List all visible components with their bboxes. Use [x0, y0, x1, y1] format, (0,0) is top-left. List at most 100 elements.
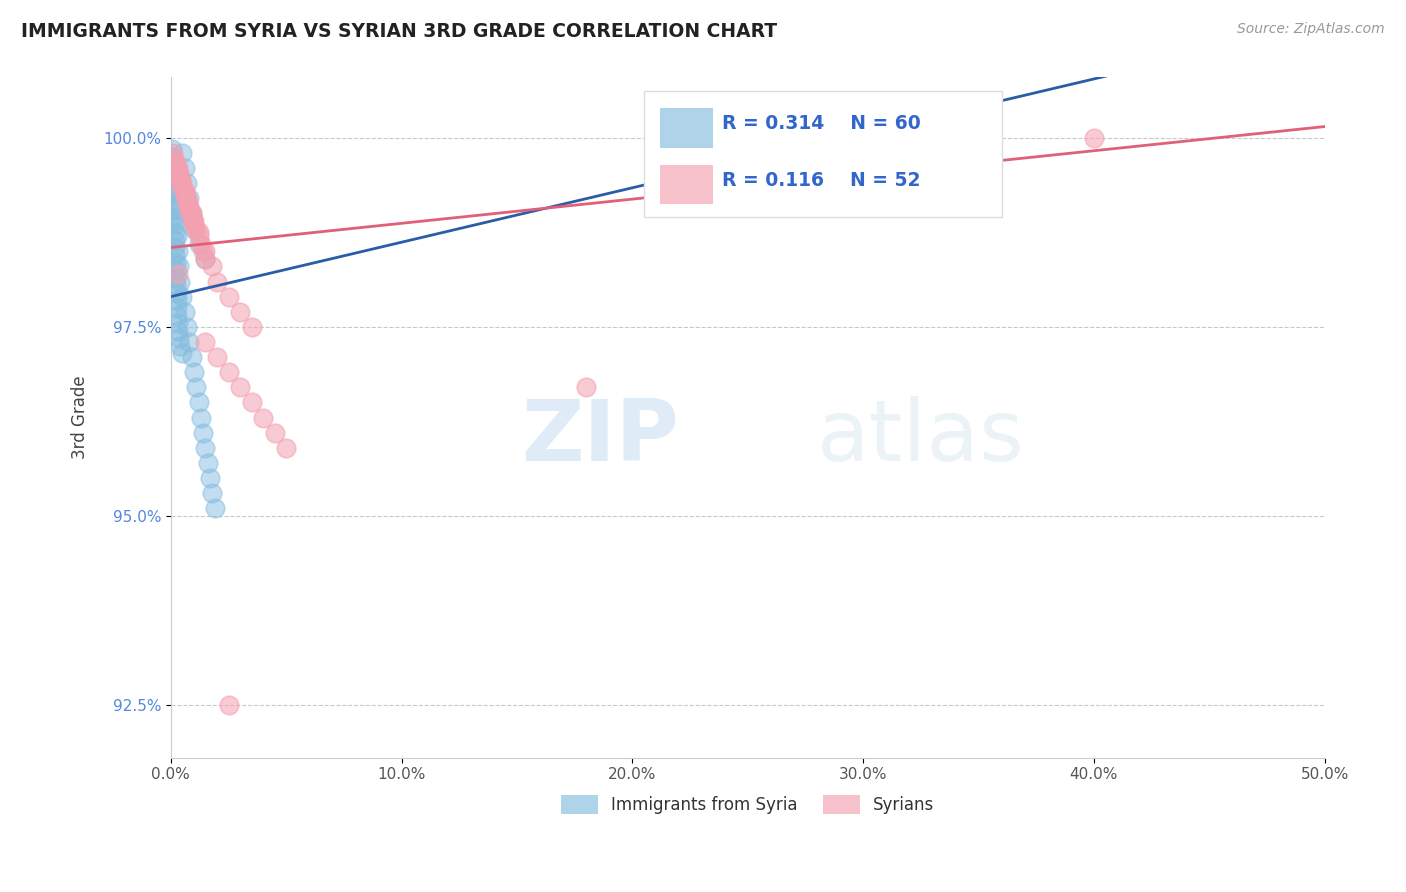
Point: [173, 187, 195, 202]
Point: [165, 214, 187, 228]
Point: [252, 410, 274, 425]
Point: [167, 260, 190, 274]
Point: [165, 270, 187, 285]
Point: [204, 501, 226, 516]
Point: [186, 380, 208, 394]
Point: [163, 211, 186, 225]
Point: [187, 226, 209, 240]
Point: [179, 334, 201, 349]
Point: [163, 199, 186, 213]
FancyBboxPatch shape: [659, 164, 713, 204]
Point: [194, 252, 217, 266]
Point: [166, 285, 188, 300]
Point: [187, 236, 209, 251]
Point: [173, 184, 195, 198]
Point: [162, 153, 184, 168]
Point: [162, 180, 184, 194]
Point: [166, 165, 188, 179]
Point: [162, 157, 184, 171]
Point: [190, 236, 212, 251]
Point: [172, 146, 194, 161]
Point: [166, 229, 188, 244]
Point: [186, 221, 208, 235]
Point: [169, 275, 191, 289]
Point: [1083, 131, 1105, 145]
Point: [162, 169, 184, 183]
Point: [165, 248, 187, 262]
Point: [179, 199, 201, 213]
Point: [167, 331, 190, 345]
Point: [166, 267, 188, 281]
Point: [162, 146, 184, 161]
Point: [179, 206, 201, 220]
Point: [176, 191, 198, 205]
Point: [180, 350, 202, 364]
Point: [229, 380, 252, 394]
Point: [179, 202, 201, 217]
Point: [170, 176, 193, 190]
Point: [194, 334, 217, 349]
Legend: Immigrants from Syria, Syrians: Immigrants from Syria, Syrians: [561, 795, 934, 814]
Point: [183, 365, 205, 379]
Point: [191, 244, 214, 259]
Point: [169, 172, 191, 186]
Point: [162, 165, 184, 179]
Point: [179, 191, 201, 205]
Point: [166, 161, 188, 175]
Point: [218, 365, 240, 379]
Point: [173, 184, 195, 198]
Point: [165, 255, 187, 269]
Text: atlas: atlas: [817, 396, 1025, 479]
Point: [176, 195, 198, 210]
Point: [180, 206, 202, 220]
Point: [229, 304, 252, 318]
Point: [165, 263, 187, 277]
Point: [177, 199, 200, 213]
Point: [162, 150, 184, 164]
Point: [201, 486, 224, 500]
Point: [172, 180, 194, 194]
Point: [160, 142, 183, 156]
Point: [166, 316, 188, 330]
Point: [166, 301, 188, 315]
Point: [163, 233, 186, 247]
Text: ZIP: ZIP: [520, 396, 679, 479]
Point: [165, 278, 187, 293]
Point: [166, 293, 188, 308]
Point: [176, 176, 198, 190]
Point: [163, 202, 186, 217]
Point: [166, 161, 188, 175]
Point: [172, 290, 194, 304]
Point: [169, 339, 191, 353]
Point: [183, 221, 205, 235]
Point: [240, 395, 263, 409]
Point: [163, 226, 186, 240]
Text: R = 0.116    N = 52: R = 0.116 N = 52: [723, 171, 921, 190]
Point: [201, 260, 224, 274]
Point: [163, 153, 186, 168]
Point: [194, 244, 217, 259]
Point: [183, 218, 205, 232]
Point: [197, 456, 219, 470]
Point: [176, 319, 198, 334]
Point: [163, 195, 186, 210]
Point: [187, 395, 209, 409]
Point: [575, 380, 598, 394]
Point: [190, 410, 212, 425]
FancyBboxPatch shape: [644, 91, 1001, 217]
Point: [169, 169, 191, 183]
Point: [165, 240, 187, 254]
Point: [240, 319, 263, 334]
Point: [162, 172, 184, 186]
Y-axis label: 3rd Grade: 3rd Grade: [72, 376, 89, 459]
Point: [163, 184, 186, 198]
Text: R = 0.314    N = 60: R = 0.314 N = 60: [723, 113, 921, 133]
Point: [194, 252, 217, 266]
Point: [263, 425, 285, 440]
Point: [218, 290, 240, 304]
Point: [205, 275, 228, 289]
Point: [205, 350, 228, 364]
Point: [173, 304, 195, 318]
Point: [162, 187, 184, 202]
Text: Source: ZipAtlas.com: Source: ZipAtlas.com: [1237, 22, 1385, 37]
